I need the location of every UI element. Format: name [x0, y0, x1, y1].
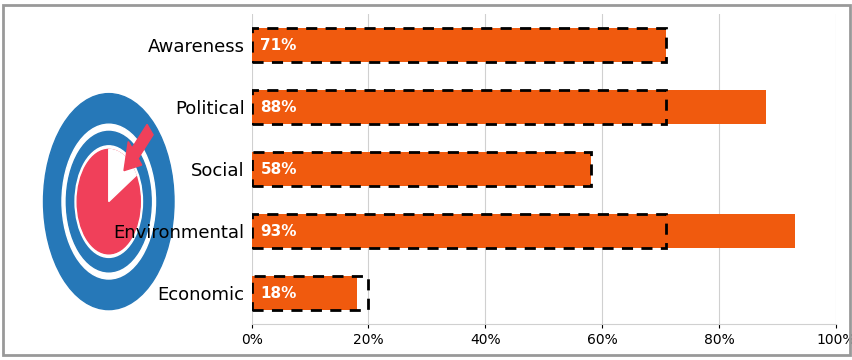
- Circle shape: [62, 124, 155, 279]
- Bar: [251, 214, 794, 248]
- Circle shape: [78, 149, 140, 254]
- Wedge shape: [109, 149, 136, 202]
- Bar: [251, 152, 590, 186]
- FancyArrow shape: [124, 125, 153, 171]
- Bar: [251, 276, 356, 310]
- Text: 18%: 18%: [260, 285, 296, 301]
- Circle shape: [66, 131, 151, 272]
- Circle shape: [43, 94, 174, 310]
- Text: 71%: 71%: [260, 38, 296, 53]
- Text: 58%: 58%: [260, 162, 296, 177]
- Text: Impact: Impact: [38, 30, 179, 64]
- Bar: [251, 28, 665, 62]
- Text: 88%: 88%: [260, 100, 296, 115]
- Text: 93%: 93%: [260, 224, 296, 239]
- Circle shape: [26, 72, 191, 346]
- Bar: [251, 90, 765, 124]
- Circle shape: [75, 146, 142, 257]
- Polygon shape: [74, 328, 113, 360]
